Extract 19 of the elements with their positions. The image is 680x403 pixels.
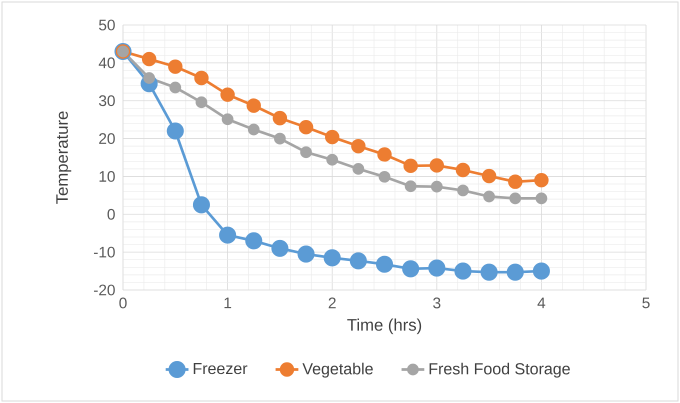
y-axis-title: Temperature <box>56 111 72 204</box>
x-tick-label: 3 <box>433 298 440 308</box>
legend-label: Fresh Food Storage <box>430 362 570 378</box>
y-tick-label: -10 <box>94 246 115 258</box>
y-tick-label: 50 <box>98 20 115 30</box>
y-tick-label: 0 <box>108 208 115 220</box>
x-axis-title: Time (hrs) <box>347 318 422 334</box>
y-tick-label: -20 <box>94 284 115 296</box>
x-tick-label: 5 <box>642 298 650 308</box>
y-tick-label: 20 <box>99 133 115 144</box>
y-tick-label: 10 <box>100 171 115 182</box>
x-tick-label: 4 <box>538 298 546 308</box>
x-tick-label: 1 <box>224 298 232 308</box>
legend-label: Vegetable <box>302 362 373 378</box>
y-tick-label: 30 <box>98 95 115 106</box>
y-tick-label: 40 <box>98 57 115 68</box>
x-tick-label: 0 <box>119 298 127 308</box>
x-tick-label: 2 <box>328 298 336 308</box>
legend-label: Freezer <box>194 363 248 374</box>
